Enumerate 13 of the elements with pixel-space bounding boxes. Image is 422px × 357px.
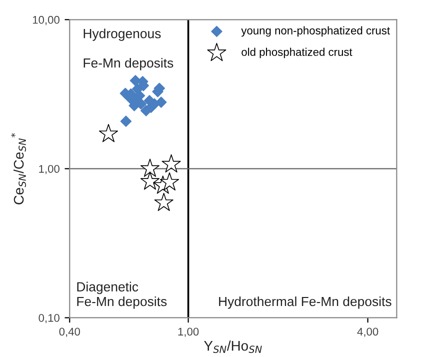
x-tick-label: 1,00: [178, 328, 199, 337]
annotation: Diagenetic Fe-Mn deposits: [77, 282, 167, 309]
y-tick-label: 0,10: [38, 314, 60, 324]
y-tick-label: 10,00: [32, 16, 60, 26]
legend-label: old phosphatized crust: [242, 48, 352, 58]
annotation: Hydrothermal Fe-Mn deposits: [219, 296, 392, 309]
x-tick-label: 4,00: [357, 328, 378, 337]
x-tick-label: 0,40: [59, 328, 80, 337]
x-axis-title: Y$_{SN}$/Ho$_{SN}$: [204, 340, 262, 353]
text: Hydrogenous Fe-Mn deposits: [84, 28, 174, 70]
legend-label: young non-phosphatized crust: [241, 26, 390, 37]
y-axis-title: Ce$_{SN}$/Ce$_{SN}$$^{*}$: [11, 133, 26, 204]
y-tick-label: 1,00: [39, 164, 60, 174]
